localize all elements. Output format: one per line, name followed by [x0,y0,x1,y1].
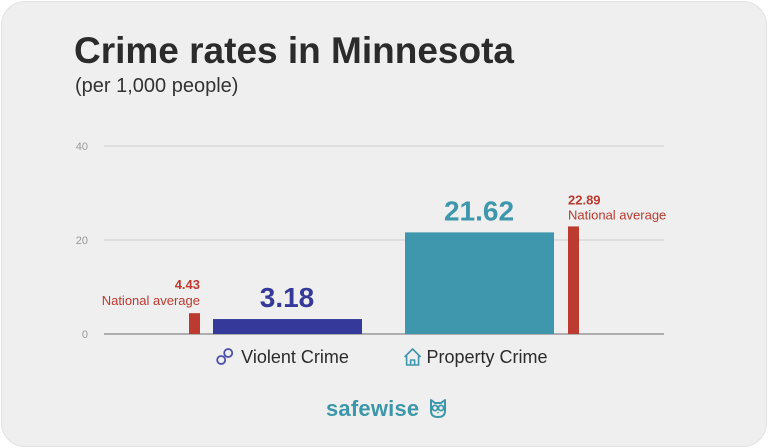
y-tick-label: 20 [76,235,88,247]
chart-title: Crime rates in Minnesota [74,30,515,71]
national-value-label: 4.43 [175,277,200,292]
national-value-label: 22.89 [568,192,601,207]
national-average-bar [189,313,200,334]
minnesota-bar [405,232,554,334]
owl-icon [429,399,446,418]
category-label: Property Crime [426,347,547,367]
minnesota-value-label: 3.18 [260,282,315,313]
handcuffs-icon [216,355,227,365]
y-tick-label: 40 [76,141,88,153]
minnesota-value-label: 21.62 [444,195,514,226]
national-average-label: National average [102,293,200,308]
handcuffs-icon-ring [223,348,234,358]
safewise-logo: safewise [326,396,448,422]
y-tick-label: 0 [82,329,88,341]
national-average-bar [568,226,579,334]
national-average-label: National average [568,207,666,222]
logo-text-wise: wise [370,396,420,421]
logo-text-safe: safe [326,396,371,421]
chart-subtitle: (per 1,000 people) [75,75,239,97]
category-label: Violent Crime [241,347,349,367]
house-icon [404,348,422,366]
minnesota-bar [213,319,362,334]
